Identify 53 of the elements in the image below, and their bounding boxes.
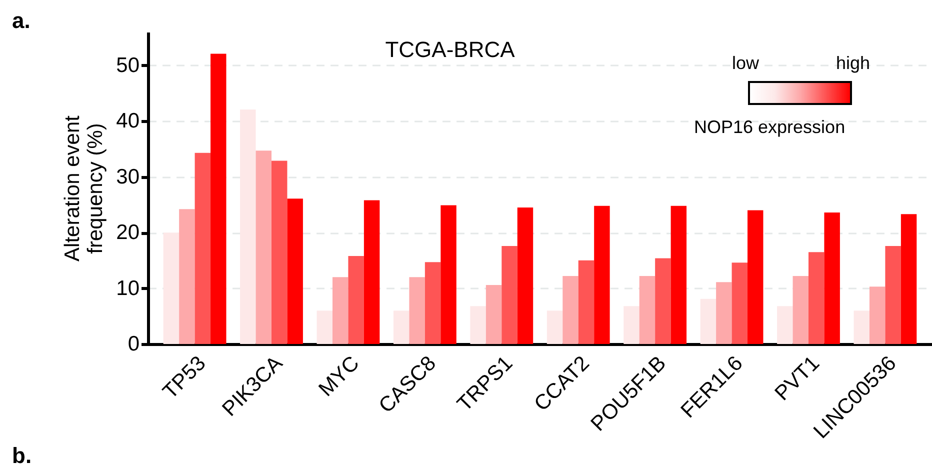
bar bbox=[716, 282, 732, 344]
bar bbox=[424, 262, 441, 344]
bar bbox=[854, 310, 870, 344]
legend-title: NOP16 expression bbox=[694, 117, 846, 138]
bar bbox=[409, 277, 425, 344]
bar bbox=[732, 262, 748, 344]
y-tick-label: 20 bbox=[116, 221, 140, 244]
bar bbox=[364, 200, 380, 344]
bar bbox=[393, 310, 410, 344]
bar bbox=[194, 152, 211, 344]
bar bbox=[900, 214, 917, 344]
y-tick-label: 50 bbox=[116, 54, 140, 77]
y-tick-label: 40 bbox=[116, 110, 140, 133]
bar bbox=[179, 209, 195, 344]
bar bbox=[792, 276, 808, 344]
bar bbox=[869, 286, 886, 344]
bar bbox=[624, 306, 640, 344]
bar bbox=[748, 210, 764, 344]
bar bbox=[470, 306, 486, 344]
annotation: low bbox=[732, 53, 760, 74]
bar bbox=[594, 206, 610, 344]
bar bbox=[562, 276, 578, 344]
bar bbox=[502, 246, 518, 344]
bar bbox=[210, 54, 226, 344]
annotation: high bbox=[836, 53, 870, 74]
bar bbox=[885, 246, 901, 344]
bar bbox=[670, 206, 687, 344]
bar bbox=[287, 198, 303, 344]
bar bbox=[316, 310, 332, 344]
bar bbox=[240, 109, 256, 344]
bar bbox=[700, 298, 716, 344]
bar bbox=[163, 232, 180, 344]
bar bbox=[272, 160, 288, 344]
bar bbox=[332, 277, 348, 344]
bar bbox=[440, 205, 456, 344]
bar bbox=[824, 212, 840, 344]
bar bbox=[546, 310, 563, 344]
bar bbox=[256, 150, 272, 344]
bar bbox=[517, 208, 534, 344]
y-tick-label: 30 bbox=[116, 165, 140, 188]
y-axis-title: Alteration event frequency (%) bbox=[61, 115, 108, 262]
y-tick-label: 10 bbox=[116, 276, 140, 300]
bar bbox=[486, 284, 502, 344]
bar bbox=[777, 306, 793, 344]
bar bbox=[808, 252, 824, 344]
bar bbox=[639, 276, 656, 344]
chart-title: TCGA-BRCA bbox=[385, 37, 516, 62]
bar bbox=[348, 256, 364, 344]
bar bbox=[655, 258, 671, 344]
bar bbox=[578, 260, 594, 344]
y-tick-label: 0 bbox=[128, 332, 140, 356]
text: b. bbox=[12, 443, 32, 469]
text: a. bbox=[12, 8, 30, 34]
